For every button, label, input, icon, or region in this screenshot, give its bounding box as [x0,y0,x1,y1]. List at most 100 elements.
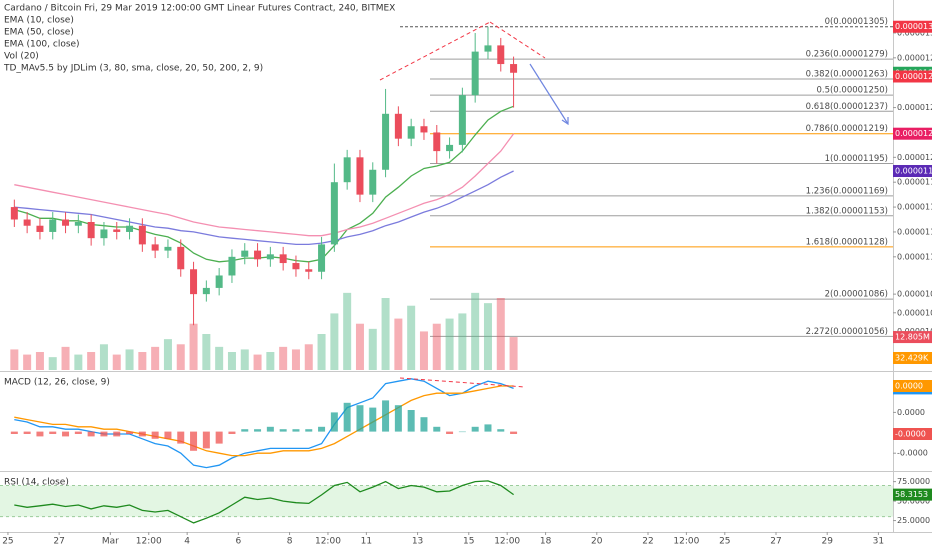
price-tag-label: 0.00001219 [895,129,932,138]
histogram-bar [254,429,262,432]
legend: Cardano / Bitcoin Fri, 29 Mar 2019 12:00… [3,4,395,74]
pane-title: RSI (14, close) [4,478,69,488]
x-tick-label: 18 [540,537,552,547]
histogram-bar [305,429,313,432]
candle-body [10,207,18,220]
histogram-bar [202,431,210,449]
x-tick-label: 12:00 [136,537,162,547]
volume-bar [10,349,19,370]
fib-label: 0.382(0.00001263) [806,69,888,79]
x-tick-label: 22 [642,537,653,547]
x-tick-label: 27 [770,537,781,547]
histogram-bar [279,429,287,432]
y-tick-label: 0.0000 [897,408,925,417]
price-tag [893,331,932,344]
price-pane: 0.00001300 0.00001280 0.00001240 0.00001200… [10,17,932,370]
y-tick-label: 0.00001120 [897,252,932,261]
histogram-bar [126,431,134,434]
value-tag-label: 0.0000 [895,382,923,391]
candle-body [407,126,415,139]
indicator-label: Vol (20) [4,52,39,62]
x-tick-label: 31 [873,537,884,547]
y-tick-label: 0.00001200 [897,153,932,162]
histogram-bar [484,424,492,432]
candle-body [446,144,454,152]
price-tag-label: 0.00001265 [895,72,932,81]
candle-body [318,244,326,272]
volume-bar [61,346,70,370]
legend-entry: EMA (100, close) [4,40,80,50]
candle-body [497,45,505,65]
candle-body [394,113,402,139]
candle-body [126,225,134,232]
fib-label: 0.236(0.00001279) [806,50,888,60]
histogram-bar [164,431,172,439]
histogram-bar [151,431,159,439]
price-tag-label: 0.00001305 [895,22,932,31]
fib-label: 1.236(0.00001169) [806,186,888,196]
volume-bar [227,352,236,370]
fib-label: 0(0.00001305) [825,17,888,27]
y-tick-label: 0.00001240 [897,103,932,112]
volume-bar [368,328,377,370]
volume-bar [471,292,480,370]
histogram-bar [36,431,44,437]
candle-body [62,219,70,226]
volume-bar [48,357,57,370]
legend-entry: EMA (10, close) [4,16,74,26]
histogram-bar [458,431,466,433]
histogram-bar [215,431,223,444]
histogram-bar [190,431,198,451]
volume-bar [330,313,339,370]
histogram-bar [382,400,390,432]
histogram-bar [177,431,185,444]
histogram-bar [433,426,441,432]
fib-label: 2.272(0.00001056) [806,327,888,337]
value-tag-label: -0.0000 [895,430,926,439]
price-tag [893,70,932,83]
histogram-bar [471,426,479,432]
volume-bar [419,331,428,370]
fib-label: 2(0.00001086) [825,290,888,300]
histogram-bar [138,431,146,437]
histogram-bar [228,431,236,434]
trend-line [489,21,546,59]
fib-label: 0.618(0.00001237) [806,102,888,112]
x-tick-label: 12:00 [494,537,520,547]
candle-body [202,287,210,295]
volume-bar [458,313,467,370]
volume-bar [381,298,390,370]
histogram-bar [510,431,518,434]
histogram-bar [446,431,454,434]
candle-body [49,219,57,232]
value-tag [893,380,932,392]
candle-body [369,169,377,195]
histogram-bar [241,429,249,432]
fib-label: 0.5(0.00001250) [816,86,888,96]
volume-bar [394,318,403,370]
y-tick-label: 25.0000 [897,516,930,525]
x-tick-label: 15 [463,537,474,547]
histogram-bar [356,405,364,432]
volume-bar [266,352,275,370]
candle-body [471,51,479,96]
candle-body [343,157,351,183]
volume-bar [35,352,44,370]
candle-body [279,254,287,264]
volume-bar [483,303,492,370]
volume-bar [509,337,518,370]
histogram-bar [318,426,326,432]
volume-bar [355,323,364,370]
chart-title: Cardano / Bitcoin Fri, 29 Mar 2019 12:00… [4,4,395,14]
volume-bar [163,339,172,370]
x-tick-label: Mar [102,537,119,547]
y-tick-label: 0.00001180 [897,178,932,187]
value-tag [893,488,932,501]
histogram-bar [369,407,377,432]
candle-body [87,222,95,239]
price-tag [893,352,932,364]
candle-body [36,225,44,232]
histogram-bar [497,429,505,432]
price-tag [893,127,932,140]
volume-bar [138,352,147,370]
